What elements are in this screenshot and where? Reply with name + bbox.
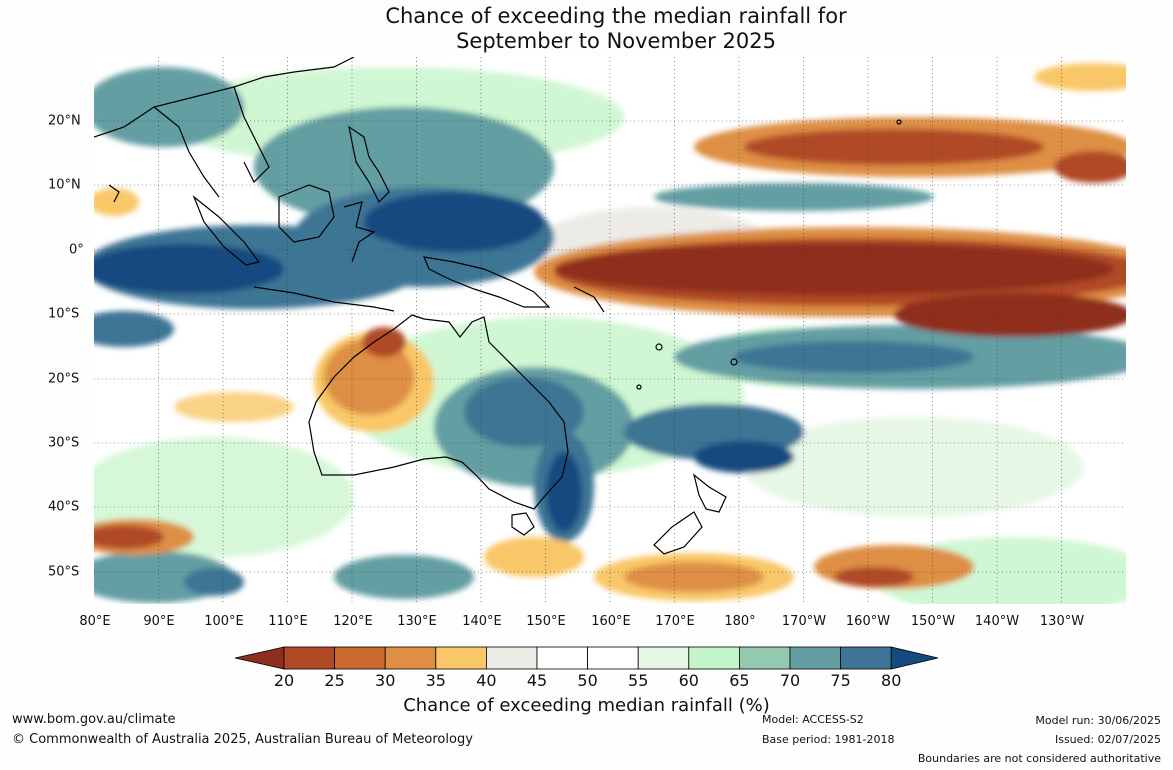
colorbar-tick-label: 20 (273, 671, 295, 690)
colorbar-tick-label: 30 (375, 671, 396, 690)
coastlines (94, 57, 902, 555)
colorbar-tick-label: 75 (830, 671, 851, 690)
lon-label-150w: 150°W (910, 614, 956, 629)
lon-label-160e: 160°E (591, 614, 631, 629)
colorbar-cell (283, 646, 335, 670)
graticule (94, 57, 1126, 604)
sulawesi-coast (343, 201, 376, 263)
tasmania-coast (511, 512, 535, 536)
philippines-coast (348, 125, 390, 204)
colorbar-tick-label: 35 (425, 671, 446, 690)
issued-text: Issued: 02/07/2025 (1054, 733, 1161, 746)
lon-label-140e: 140°E (462, 614, 502, 629)
lon-label-130w: 130°W (1039, 614, 1085, 629)
new-guinea-coast (423, 256, 551, 308)
model-text: Model: ACCESS-S2 (762, 713, 864, 726)
colorbar-title: Chance of exceeding median rainfall (%) (403, 695, 770, 716)
colorbar-cell (688, 646, 740, 670)
lon-label-130e: 130°E (397, 614, 437, 629)
colorbar-cell (536, 646, 588, 670)
lon-label-80e: 80°E (79, 614, 111, 629)
title-line-1: Chance of exceeding the median rainfall … (385, 4, 847, 28)
lat-label-10n: 10°N (48, 177, 81, 193)
colorbar-tick-label: 70 (779, 671, 801, 690)
model-run-text: Model run: 30/06/2025 (1035, 714, 1161, 727)
colorbar-cell (739, 646, 791, 670)
nz-north-island (692, 473, 727, 513)
colorbar-cell (384, 646, 437, 670)
nz-south-island (653, 511, 703, 555)
rainfall-map-canvas (94, 57, 1126, 604)
lat-label-50s: 50°S (48, 564, 80, 580)
lat-label-10s: 10°S (48, 306, 80, 322)
lat-label-40s: 40°S (48, 499, 80, 515)
lon-label-90e: 90°E (143, 614, 175, 629)
indochina-coast (233, 86, 270, 184)
colorbar-cell (840, 646, 892, 670)
lon-label-170w: 170°W (781, 614, 827, 629)
colorbar-arrow-high (890, 646, 939, 670)
lon-label-140w: 140°W (974, 614, 1020, 629)
colorbar-tick-label: 60 (678, 671, 699, 690)
solomon-islands (573, 286, 605, 313)
lat-label-0: 0° (69, 242, 84, 258)
lon-label-180: 180° (724, 614, 756, 629)
australia-coast (308, 314, 569, 510)
lon-label-120e: 120°E (333, 614, 373, 629)
lat-label-30s: 30°S (48, 435, 80, 451)
copyright-text: © Commonwealth of Australia 2025, Austra… (12, 732, 473, 747)
colorbar-tick-label: 55 (628, 671, 649, 690)
rainfall-map (94, 57, 1126, 604)
lon-label-150e: 150°E (526, 614, 566, 629)
title-line-2: September to November 2025 (456, 29, 776, 53)
colorbar-cell (587, 646, 639, 670)
map-title: Chance of exceeding the median rainfall … (0, 4, 1173, 54)
java-coast (253, 286, 395, 312)
lat-label-20n: 20°N (48, 113, 81, 129)
lat-label-20s: 20°S (48, 371, 80, 387)
base-period-text: Base period: 1981-2018 (762, 733, 895, 746)
disclaimer-text: Boundaries are not considered authoritat… (917, 752, 1161, 765)
website-link[interactable]: www.bom.gov.au/climate (12, 712, 176, 727)
colorbar-cell (485, 646, 538, 670)
colorbar-cell (637, 646, 690, 670)
lon-label-100e: 100°E (204, 614, 244, 629)
colorbar-tick-label: 50 (577, 671, 598, 690)
colorbar-tick-label: 25 (324, 671, 345, 690)
sri-lanka-coast (108, 184, 120, 203)
lon-label-170e: 170°E (655, 614, 695, 629)
colorbar-cells (234, 646, 939, 670)
colorbar-cell (435, 646, 487, 670)
colorbar-tick-label: 80 (881, 671, 902, 690)
probability-field (94, 63, 1126, 604)
colorbar-tick-label: 40 (476, 671, 497, 690)
colorbar-arrow-low (234, 646, 285, 670)
colorbar-tick-label: 45 (526, 671, 548, 690)
lon-label-110e: 110°E (268, 614, 308, 629)
colorbar-tick-label: 65 (729, 671, 750, 690)
malay-peninsula-coast (153, 106, 220, 198)
colorbar-cell (789, 646, 841, 670)
lon-label-160w: 160°W (845, 614, 891, 629)
borneo-coast (278, 184, 335, 243)
colorbar-cell (334, 646, 386, 670)
